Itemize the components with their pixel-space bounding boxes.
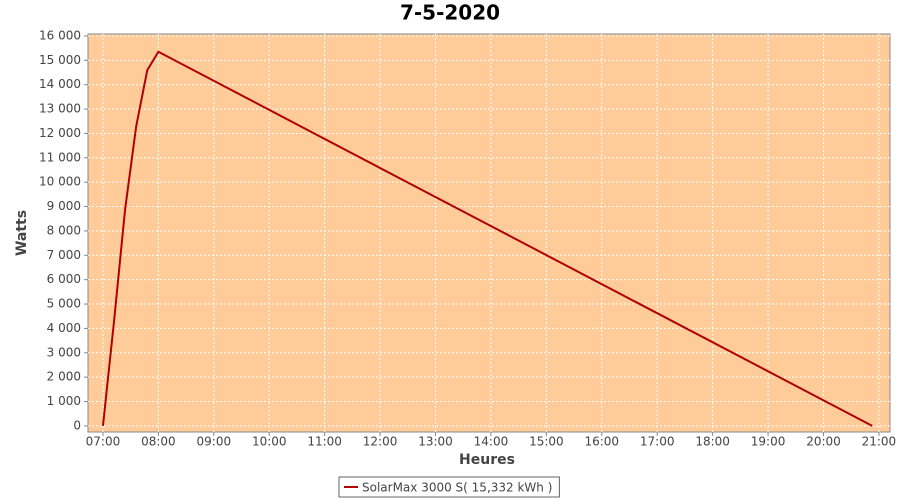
x-tick-label: 13:00 bbox=[418, 435, 453, 449]
y-tick-label: 2 000 bbox=[47, 370, 81, 384]
x-tick-label: 10:00 bbox=[252, 435, 287, 449]
x-tick-label: 12:00 bbox=[363, 435, 398, 449]
y-tick-label: 15 000 bbox=[39, 53, 81, 67]
x-tick-label: 08:00 bbox=[141, 435, 176, 449]
y-axis-label: Watts bbox=[14, 210, 30, 256]
x-tick-label: 17:00 bbox=[640, 435, 675, 449]
y-tick-label: 1 000 bbox=[47, 394, 81, 408]
y-tick-label: 0 bbox=[73, 418, 81, 432]
y-tick-label: 10 000 bbox=[39, 175, 81, 189]
y-tick-label: 13 000 bbox=[39, 102, 81, 116]
legend-label: SolarMax 3000 S( 15,332 kWh ) bbox=[362, 481, 552, 495]
y-tick-label: 12 000 bbox=[39, 126, 81, 140]
x-tick-label: 16:00 bbox=[584, 435, 619, 449]
x-tick-label: 21:00 bbox=[862, 435, 897, 449]
y-tick-label: 5 000 bbox=[47, 297, 81, 311]
y-tick-label: 7 000 bbox=[47, 248, 81, 262]
x-tick-label: 20:00 bbox=[806, 435, 841, 449]
series-line bbox=[101, 50, 873, 427]
y-tick-label: 11 000 bbox=[39, 150, 81, 164]
y-tick-label: 6 000 bbox=[47, 272, 81, 286]
x-tick-label: 09:00 bbox=[197, 435, 232, 449]
x-tick-label: 19:00 bbox=[751, 435, 786, 449]
y-tick-label: 4 000 bbox=[47, 321, 81, 335]
y-tick-label: 14 000 bbox=[39, 77, 81, 91]
x-tick-label: 14:00 bbox=[474, 435, 509, 449]
legend-box bbox=[338, 476, 560, 498]
y-tick-label: 8 000 bbox=[47, 223, 81, 237]
x-axis-label: Heures bbox=[459, 452, 515, 468]
x-tick-label: 18:00 bbox=[695, 435, 730, 449]
y-tick-label: 16 000 bbox=[39, 28, 81, 42]
y-tick-label: 3 000 bbox=[47, 345, 81, 359]
y-tick-label: 9 000 bbox=[47, 199, 81, 213]
x-tick-label: 07:00 bbox=[86, 435, 121, 449]
x-tick-label: 15:00 bbox=[529, 435, 564, 449]
chart-title: 7-5-2020 bbox=[400, 1, 500, 25]
x-tick-label: 11:00 bbox=[307, 435, 342, 449]
